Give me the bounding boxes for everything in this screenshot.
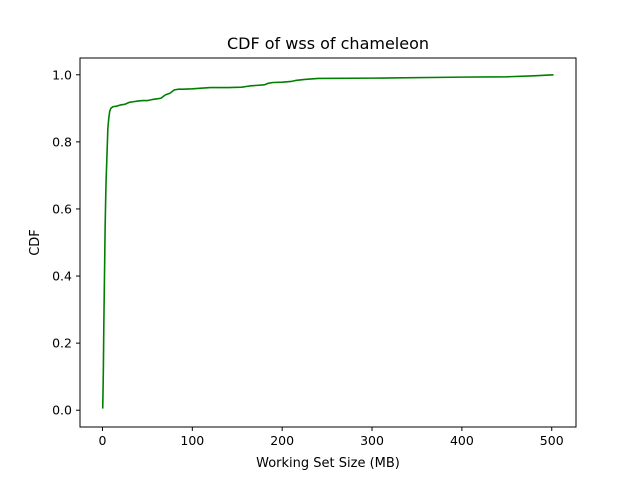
y-tick-label: 0.8 (52, 134, 72, 149)
axes-frame (79, 57, 577, 428)
series-line-0 (101, 73, 554, 409)
x-tick-label: 200 (270, 433, 294, 448)
x-tick-label: 0 (98, 433, 106, 448)
y-axis-ticks: 0.0 0.2 0.4 0.6 0.8 1.0 (52, 67, 80, 418)
y-tick-label: 0.2 (52, 336, 72, 351)
x-axis-label: Working Set Size (MB) (256, 456, 400, 471)
y-axis-label: CDF (28, 229, 43, 256)
y-tick-label: 0.0 (52, 403, 72, 418)
y-tick-label: 0.4 (52, 269, 72, 284)
y-tick-label: 1.0 (52, 67, 72, 82)
x-tick-label: 500 (540, 433, 564, 448)
x-tick-label: 100 (180, 433, 204, 448)
x-tick-label: 300 (360, 433, 384, 448)
y-tick-label: 0.6 (52, 201, 72, 216)
x-axis-ticks: 0 100 200 300 400 500 (98, 427, 564, 448)
chart-title: CDF of wss of chameleon (227, 34, 429, 53)
x-tick-label: 400 (450, 433, 474, 448)
plot-area (101, 73, 554, 409)
